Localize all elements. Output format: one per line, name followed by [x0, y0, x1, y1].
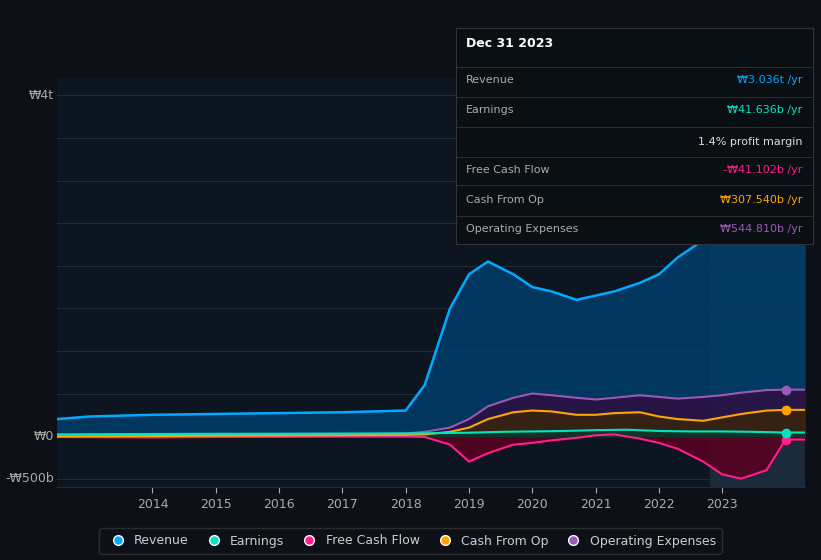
- Text: ₩3.036t /yr: ₩3.036t /yr: [736, 74, 802, 85]
- Text: -₩41.102b /yr: -₩41.102b /yr: [722, 165, 802, 175]
- Text: ₩4t: ₩4t: [29, 89, 53, 102]
- Text: Dec 31 2023: Dec 31 2023: [466, 36, 553, 50]
- Text: 1.4% profit margin: 1.4% profit margin: [698, 137, 802, 147]
- Text: ₩41.636b /yr: ₩41.636b /yr: [727, 105, 802, 115]
- Text: ₩0: ₩0: [34, 430, 53, 442]
- Text: Cash From Op: Cash From Op: [466, 195, 544, 206]
- Text: ₩544.810b /yr: ₩544.810b /yr: [719, 223, 802, 234]
- Text: Free Cash Flow: Free Cash Flow: [466, 165, 550, 175]
- Text: Operating Expenses: Operating Expenses: [466, 223, 579, 234]
- Text: -₩500b: -₩500b: [5, 472, 53, 485]
- Bar: [709, 78, 808, 487]
- Text: Earnings: Earnings: [466, 105, 515, 115]
- Text: Revenue: Revenue: [466, 74, 515, 85]
- Text: ₩307.540b /yr: ₩307.540b /yr: [720, 195, 802, 206]
- Legend: Revenue, Earnings, Free Cash Flow, Cash From Op, Operating Expenses: Revenue, Earnings, Free Cash Flow, Cash …: [99, 528, 722, 554]
